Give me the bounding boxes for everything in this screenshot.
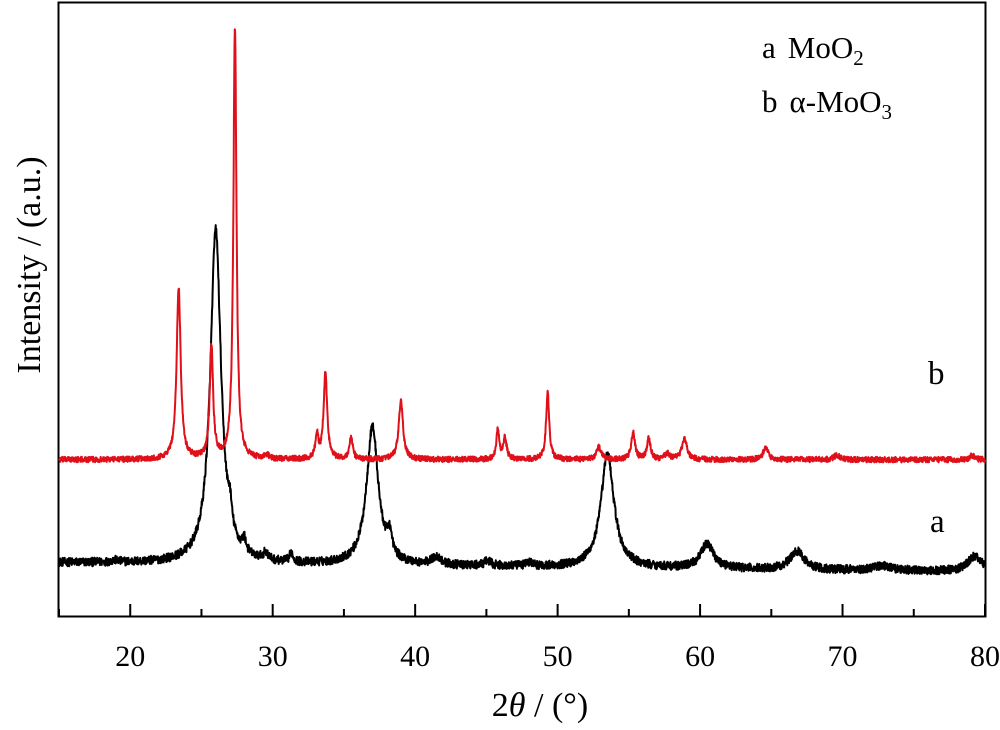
- legend-item-b: b α-MoO3: [762, 84, 892, 124]
- legend: a MoO2 b α-MoO3: [762, 30, 892, 124]
- x-tick-label: 50: [543, 640, 573, 673]
- x-axis-title: 2θ / (°): [492, 687, 588, 724]
- curve-label-a: a: [930, 504, 945, 540]
- x-tick-label: 40: [400, 640, 430, 673]
- curve-label-b: b: [928, 356, 945, 392]
- x-tick-label: 60: [685, 640, 715, 673]
- x-axis-ticks: 20 30 40 50 60 70 80: [58, 604, 1000, 673]
- x-tick-label: 20: [115, 640, 145, 673]
- x-tick-label: 30: [258, 640, 288, 673]
- series-layer: [58, 28, 986, 576]
- legend-item-a: a MoO2: [762, 30, 864, 70]
- plot-frame: [57, 1, 987, 618]
- series-b-line: [58, 28, 986, 464]
- series-a-line: [58, 224, 986, 576]
- x-tick-label: 70: [828, 640, 858, 673]
- x-tick-label: 80: [970, 640, 1000, 673]
- y-axis-title: Intensity / (a.u.): [11, 156, 48, 373]
